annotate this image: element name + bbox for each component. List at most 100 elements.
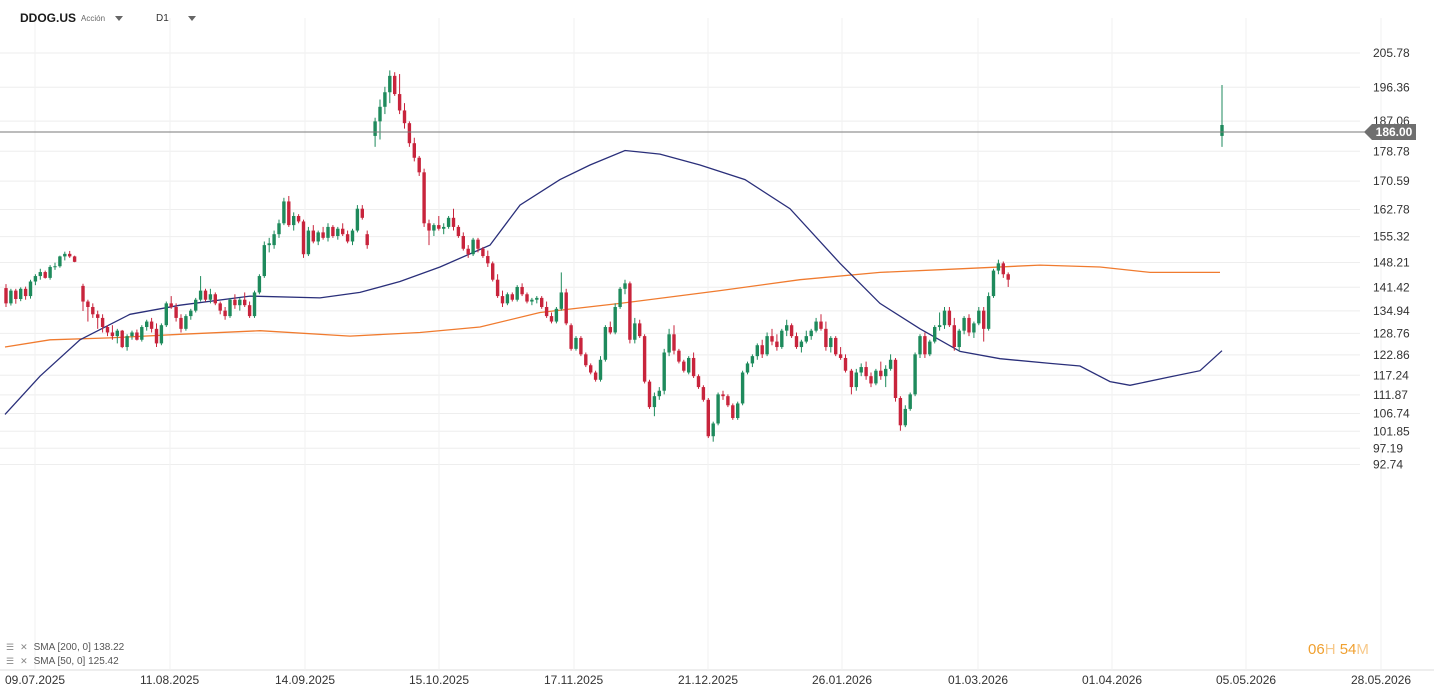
candle-body	[336, 228, 340, 237]
candle-body	[471, 239, 475, 255]
candle-body	[292, 215, 296, 226]
sma-series	[4, 264, 1220, 348]
candle-body	[736, 403, 740, 419]
candle-body	[72, 256, 77, 262]
price-tick-label: 141.42	[1373, 280, 1410, 294]
date-tick-label: 15.10.2025	[409, 673, 469, 687]
candle-body	[794, 336, 799, 348]
candle-body	[326, 226, 330, 238]
candle-body	[149, 321, 154, 329]
candle-body	[785, 325, 789, 331]
candle-body	[105, 327, 110, 333]
timeframe-selector[interactable]: D1	[156, 10, 196, 26]
candle-body	[628, 283, 632, 340]
candle-body	[918, 336, 922, 355]
candle-body	[579, 337, 583, 355]
candle-body	[928, 341, 932, 355]
price-tick-label: 128.76	[1373, 326, 1410, 340]
candle-body	[491, 263, 495, 280]
candle-body	[740, 372, 745, 404]
price-tick-label: 170.59	[1373, 174, 1410, 188]
candle-body	[58, 256, 62, 267]
candle-body	[341, 228, 345, 235]
candle-body	[306, 230, 311, 255]
candle-body	[789, 325, 794, 337]
symbol-selector[interactable]: DDOG.US Acción	[20, 10, 124, 26]
candle-body	[564, 292, 568, 324]
candle-body	[662, 352, 666, 391]
candle-body	[466, 248, 470, 255]
candle-body	[903, 408, 907, 426]
close-icon[interactable]: ✕	[20, 642, 29, 652]
candle-body	[908, 394, 912, 409]
candle-body	[9, 290, 13, 304]
candle-body	[373, 121, 377, 136]
countdown-hours: 06	[1308, 641, 1325, 658]
candle-body	[923, 336, 927, 355]
candles	[4, 70, 1224, 442]
candle-body	[68, 253, 72, 257]
date-tick-label: 21.12.2025	[678, 673, 738, 687]
candle-body	[135, 332, 139, 340]
candle-body	[213, 294, 217, 304]
candle-body	[593, 372, 598, 380]
date-tick-label: 09.07.2025	[5, 673, 65, 687]
candle-body	[535, 297, 539, 300]
symbol-name: DDOG.US	[20, 11, 77, 25]
candle-body	[696, 376, 701, 388]
price-tick-label: 148.21	[1373, 256, 1410, 270]
candle-body	[14, 290, 18, 299]
candle-body	[824, 328, 828, 348]
candle-body	[130, 332, 134, 337]
candle-body	[402, 110, 407, 124]
candle-body	[849, 370, 854, 388]
candle-body	[530, 299, 534, 302]
date-axis: 09.07.2025 11.08.2025 14.09.2025 15.10.2025…	[5, 673, 1411, 687]
candle-body	[982, 310, 986, 329]
candle-body	[874, 370, 878, 384]
candle-body	[238, 299, 242, 306]
candle-body	[765, 336, 769, 355]
candle-body	[967, 317, 971, 333]
candle-body	[383, 92, 387, 107]
price-tick-label: 196.36	[1373, 80, 1410, 94]
candle-body	[422, 172, 426, 224]
symbol-type: Acción	[81, 13, 106, 23]
candle-body	[829, 337, 833, 348]
candle-body	[287, 201, 291, 226]
candle-body	[397, 94, 402, 111]
candle-body	[549, 316, 554, 322]
candle-body	[667, 334, 671, 353]
candle-body	[618, 288, 622, 307]
candle-body	[19, 288, 23, 299]
candle-body	[100, 317, 105, 328]
chevron-down-icon	[187, 15, 196, 21]
date-tick-label: 28.05.2026	[1351, 673, 1411, 687]
candle-body	[115, 330, 119, 337]
candle-body	[145, 321, 149, 328]
candle-body	[864, 367, 868, 377]
settings-icon[interactable]: ☰	[6, 642, 16, 652]
candle-body	[43, 272, 47, 278]
candle-body	[603, 327, 608, 360]
candle-body	[388, 75, 392, 93]
candle-body	[203, 290, 208, 300]
indicator-sma50[interactable]: ☰ ✕ SMA [50, 0] 125.42	[6, 656, 119, 667]
candle-body	[589, 365, 593, 373]
candle-body	[933, 327, 937, 342]
candle-body	[277, 223, 281, 235]
candle-body	[893, 359, 898, 398]
candle-body	[657, 390, 661, 397]
candle-body	[677, 350, 681, 362]
candle-countdown: 06H 54M	[1308, 641, 1369, 658]
candle-body	[486, 256, 490, 264]
indicator-sma200[interactable]: ☰ ✕ SMA [200, 0] 138.22	[6, 642, 124, 653]
candle-body	[770, 336, 774, 342]
settings-icon[interactable]: ☰	[6, 656, 16, 666]
candle-body	[174, 306, 178, 318]
close-icon[interactable]: ✕	[20, 656, 29, 666]
candle-body	[687, 357, 691, 373]
candle-body	[81, 285, 85, 302]
date-tick-label: 14.09.2025	[275, 673, 335, 687]
